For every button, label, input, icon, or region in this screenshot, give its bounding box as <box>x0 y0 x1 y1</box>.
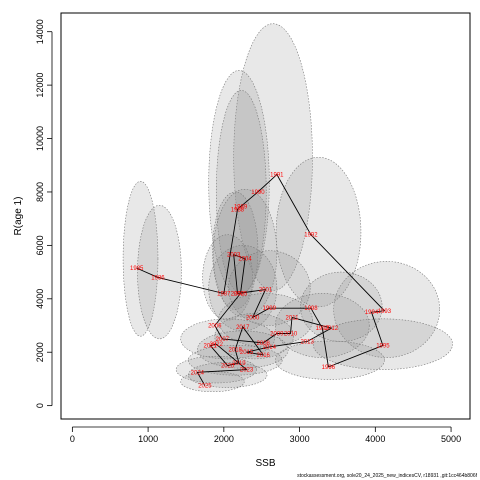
trajectory-line <box>136 173 386 386</box>
y-tick-label-10000: 10000 <box>35 126 45 151</box>
year-label-1988: 1988 <box>231 207 245 213</box>
year-label-1995: 1995 <box>376 344 390 350</box>
year-label-2020: 2020 <box>221 364 235 370</box>
year-label-2012: 2012 <box>325 326 339 332</box>
y-tick-label-14000: 14000 <box>35 19 45 44</box>
y-axis: 0 2000 4000 6000 8000 10000 12000 14000 <box>35 19 53 408</box>
year-label-2010: 2010 <box>284 332 298 338</box>
ellipse-10 <box>228 250 311 326</box>
x-axis-title: SSB <box>255 458 275 469</box>
year-label-1997: 1997 <box>316 326 330 332</box>
ellipse-4 <box>212 191 259 310</box>
year-label-2005: 2005 <box>234 291 248 297</box>
year-label-2019: 2019 <box>232 361 246 367</box>
year-label-1996: 1996 <box>322 365 336 371</box>
x-tick-label-3000: 3000 <box>290 434 310 444</box>
y-tick-label-8000: 8000 <box>35 182 45 202</box>
year-label-1985: 1985 <box>130 266 144 272</box>
ellipse-8 <box>137 205 182 340</box>
year-label-1989: 1989 <box>234 205 248 211</box>
x-tick-label-5000: 5000 <box>441 434 461 444</box>
ellipse-19 <box>197 330 289 369</box>
year-label-2004: 2004 <box>238 257 252 263</box>
y-axis-title: R(age 1) <box>13 197 24 236</box>
ellipse-15 <box>275 340 385 380</box>
ellipse-23 <box>187 362 268 388</box>
year-label-2003: 2003 <box>227 253 241 259</box>
year-label-1987: 1987 <box>217 291 231 297</box>
x-axis: 0 1000 2000 3000 4000 5000 <box>70 426 461 444</box>
ellipse-6 <box>202 234 253 321</box>
ellipse-12 <box>300 271 383 342</box>
year-label-2009: 2009 <box>270 332 284 338</box>
year-label-1994: 1994 <box>365 310 379 316</box>
year-label-2002: 2002 <box>231 291 245 297</box>
year-label-2024: 2024 <box>191 370 205 376</box>
year-label-2011: 2011 <box>286 316 300 322</box>
year-label-2021: 2021 <box>204 344 218 350</box>
year-label-2007: 2007 <box>216 337 230 343</box>
y-tick-label-2000: 2000 <box>35 342 45 362</box>
year-label-2016: 2016 <box>257 353 271 359</box>
x-tick-label-2000: 2000 <box>214 434 234 444</box>
year-label-2008: 2008 <box>257 341 271 347</box>
y-tick-label-6000: 6000 <box>35 235 45 255</box>
year-label-2022: 2022 <box>210 342 224 348</box>
y-tick-label-4000: 4000 <box>35 289 45 309</box>
ellipse-3 <box>275 156 362 308</box>
ellipse-7 <box>122 180 159 337</box>
year-label-1998: 1998 <box>304 306 318 312</box>
year-label-2014: 2014 <box>263 345 277 351</box>
year-label-1999: 1999 <box>263 306 277 312</box>
year-label-2017: 2017 <box>236 325 250 331</box>
year-label-1991: 1991 <box>270 173 284 179</box>
year-label-1992: 1992 <box>304 233 318 239</box>
ellipse-17 <box>214 313 294 360</box>
year-label-2023: 2023 <box>240 368 254 374</box>
y-tick-label-0: 0 <box>35 403 45 408</box>
confidence-ellipses <box>122 23 453 393</box>
year-label-1993: 1993 <box>378 309 392 315</box>
x-tick-label-0: 0 <box>70 434 75 444</box>
year-label-2025: 2025 <box>198 384 212 390</box>
ellipse-5 <box>212 188 278 318</box>
plot-frame <box>60 12 471 420</box>
y-tick-label-12000: 12000 <box>35 73 45 98</box>
year-label-2013: 2013 <box>300 340 314 346</box>
ellipse-0 <box>233 23 313 292</box>
x-tick-label-4000: 4000 <box>365 434 385 444</box>
year-label-2006: 2006 <box>208 324 222 330</box>
footer-credit: stockassessment.org, sole20_24_2025_new_… <box>297 473 478 479</box>
ellipse-2 <box>215 90 267 294</box>
year-label-1986: 1986 <box>151 275 165 281</box>
year-label-1990: 1990 <box>251 190 265 196</box>
year-label-2000: 2000 <box>246 316 260 322</box>
year-path <box>136 173 386 386</box>
year-label-2001: 2001 <box>259 287 273 293</box>
x-tick-label-1000: 1000 <box>138 434 158 444</box>
year-label-2018: 2018 <box>229 348 243 354</box>
year-label-2015: 2015 <box>240 350 254 356</box>
